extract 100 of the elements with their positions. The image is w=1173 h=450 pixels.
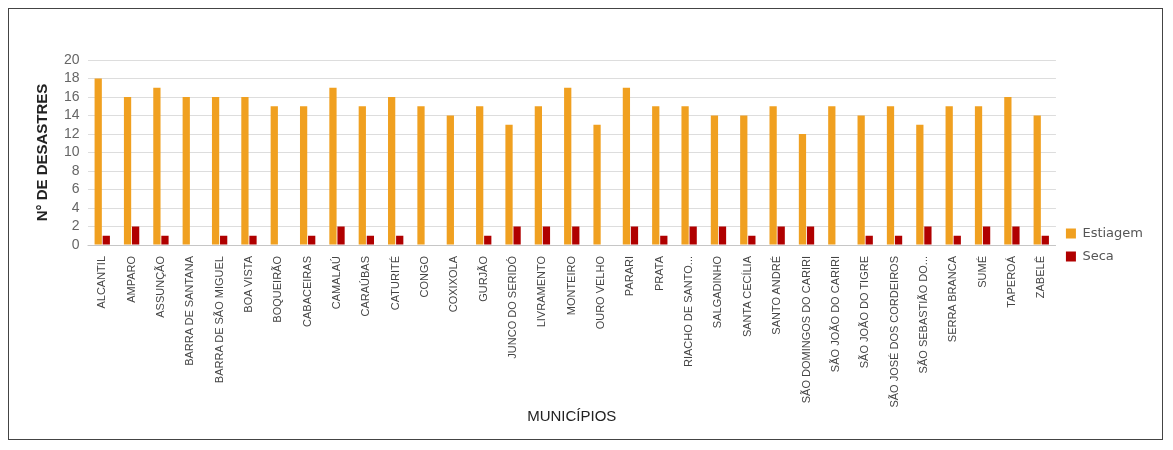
x-tick-label: BARRA DE SANTANA [183, 255, 196, 366]
bar [484, 235, 492, 245]
y-tick-label: 0 [71, 235, 80, 252]
bar [916, 124, 924, 245]
x-tick-label: SÃO DOMINGOS DO CARIRI [799, 256, 812, 404]
bar [102, 235, 110, 245]
y-tick-label: 16 [63, 87, 80, 104]
x-axis-title: MUNICÍPIOS [527, 407, 617, 425]
x-tick-label: MONTEIRO [564, 255, 577, 316]
bar [798, 134, 807, 245]
y-tick-label: 6 [71, 180, 80, 197]
bar [945, 106, 953, 245]
bar [777, 226, 785, 245]
y-tick-label: 14 [63, 106, 80, 123]
bar [241, 97, 249, 245]
legend-label: Estiagem [1082, 224, 1143, 240]
bar [748, 235, 756, 245]
x-tick-label: LIVRAMENTO [535, 255, 548, 328]
x-tick-label: SÃO JOÃO DO TIGRE [858, 256, 871, 369]
x-tick-label: AMPARO [124, 255, 137, 303]
x-tick-label: PRATA [652, 255, 665, 292]
x-tick-label: PARARI [623, 256, 636, 297]
x-tick-label: BARRA DE SÃO MIGUEL [212, 256, 225, 384]
bar [974, 106, 983, 245]
bar [593, 124, 601, 245]
bar [652, 106, 660, 245]
y-tick-label: 2 [71, 217, 80, 234]
x-tick-label: SANTA CECÍLIA [740, 255, 753, 338]
y-tick-label: 12 [63, 124, 80, 141]
bar [123, 97, 132, 245]
bar [660, 235, 668, 245]
x-tick-label: RIACHO DE SANTO... [682, 256, 695, 368]
bar [131, 226, 140, 245]
x-tick-label: BOA VISTA [242, 255, 254, 313]
bar [769, 106, 777, 245]
bar [564, 87, 572, 245]
bar [366, 235, 375, 245]
bar [740, 115, 748, 245]
bar [622, 87, 631, 245]
y-tick-label: 10 [63, 143, 80, 160]
bar [572, 226, 580, 245]
bar [270, 106, 278, 245]
bar [388, 97, 396, 245]
x-tick-label: SUMÉ [975, 256, 988, 288]
bar [1004, 97, 1012, 245]
bar [953, 235, 961, 245]
bar [806, 226, 815, 245]
bar [94, 78, 102, 245]
bar [211, 97, 220, 245]
x-tick-label: OURO VELHO [594, 255, 607, 330]
bar [710, 115, 719, 245]
x-tick-label: SALGADINHO [711, 255, 724, 329]
bar [857, 115, 865, 245]
bar [828, 106, 836, 245]
bar [161, 235, 169, 245]
x-tick-label: SÃO JOSÉ DOS CORDEIROS [887, 256, 900, 408]
x-tick-label: CABACEIRAS [300, 256, 313, 327]
bar [249, 235, 257, 245]
bar [358, 106, 366, 245]
x-tick-label: CARAÚBAS [359, 256, 372, 317]
x-tick-label: SÃO SEBASTIÃO DO... [916, 256, 929, 374]
bar [924, 226, 932, 245]
bar [1041, 235, 1049, 245]
y-tick-label: 18 [63, 69, 80, 86]
bar [542, 226, 551, 245]
x-tick-label: CATURITÉ [388, 256, 401, 311]
bar [534, 106, 542, 245]
bar [689, 226, 697, 245]
bar [1012, 226, 1020, 245]
bar [886, 106, 895, 245]
bar [417, 106, 425, 245]
x-tick-label: JUNCO DO SERIDÓ [506, 255, 519, 359]
bar [308, 235, 316, 245]
y-tick-label: 8 [71, 161, 80, 178]
x-tick-label: SÃO JOÃO DO CARIRI [828, 256, 841, 373]
bar [337, 226, 345, 245]
x-tick-label: ALCANTIL [95, 256, 108, 309]
bar [220, 235, 228, 245]
y-tick-label: 20 [63, 50, 80, 67]
x-tick-label: ASSUNÇÃO [153, 255, 166, 318]
bar [299, 106, 308, 245]
bar [476, 106, 484, 245]
bar [446, 115, 454, 245]
x-tick-label: COXIXOLA [447, 255, 460, 313]
bar [982, 226, 991, 245]
bar [894, 235, 903, 245]
bar [505, 124, 513, 245]
bar [681, 106, 689, 245]
legend-label: Seca [1082, 247, 1114, 263]
x-tick-label: GURJÃO [476, 255, 489, 302]
bar [865, 235, 873, 245]
y-axis-title: N° DE DESASTRES [33, 83, 51, 222]
x-tick-label: BOQUEIRÃO [271, 255, 284, 323]
bar [513, 226, 521, 245]
bar [329, 87, 337, 245]
x-tick-label: TAPEROÁ [1004, 255, 1017, 308]
y-tick-label: 4 [71, 198, 80, 215]
x-tick-label: SERRA BRANCA [946, 255, 959, 343]
bar [630, 226, 639, 245]
bar [396, 235, 404, 245]
